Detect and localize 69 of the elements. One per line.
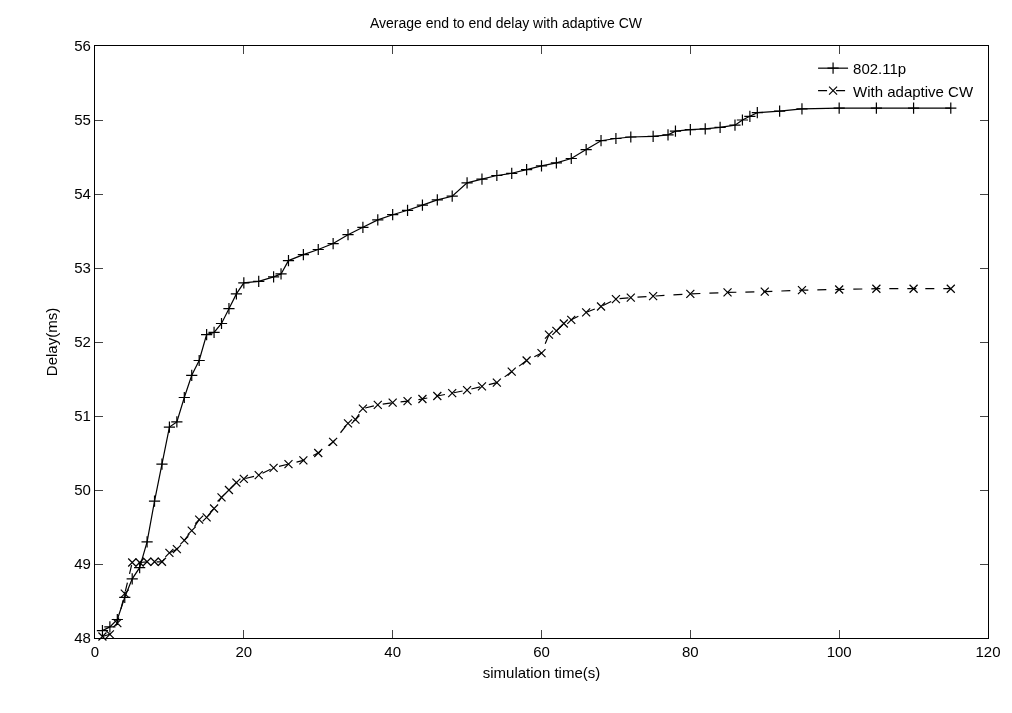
x-tick-label: 20 [235,643,253,661]
x-tick-label: 60 [533,643,550,661]
point [477,381,487,391]
point [447,388,457,398]
point [536,348,547,358]
point [254,470,264,480]
point [231,478,241,488]
point [269,463,279,473]
chart-title: Average end to end delay with adaptive CW [369,14,643,31]
point [172,544,182,554]
point [239,474,249,484]
point [373,400,383,410]
x-tick-label: 100 [826,643,852,661]
point [834,284,844,295]
point [209,503,219,514]
point [908,284,919,294]
point [522,355,532,366]
point [581,307,591,317]
point [350,415,361,425]
point [187,526,197,536]
point [760,287,770,297]
y-tick-label: 55 [74,111,91,129]
point [648,291,658,301]
y-axis-title: Delay(ms) [43,307,61,377]
x-tick-label: 0 [90,643,100,661]
point [402,396,413,406]
point [298,455,308,465]
point [507,367,517,377]
point [224,485,234,495]
point [871,284,881,294]
y-tick-label: 53 [74,259,91,277]
point [566,315,576,325]
point [611,294,621,304]
point [432,391,442,401]
point [216,492,227,502]
x-tick-label: 120 [975,643,1001,661]
y-tick-label: 56 [74,37,91,55]
y-tick-label: 48 [74,629,91,647]
point [946,284,956,294]
point [559,318,569,329]
x-tick-label: 40 [384,643,402,661]
point [358,404,368,414]
point [343,418,353,428]
point [417,394,428,404]
point [164,548,175,558]
point [626,293,636,303]
y-tick-label: 52 [74,333,91,351]
point [179,535,189,545]
legend-label: With adaptive CW [853,82,974,100]
x-axis-title: simulation time(s) [482,664,601,682]
point [112,618,122,628]
point [462,385,472,395]
point [722,287,733,298]
point [685,289,695,299]
legend-label: 802.11p [853,60,907,78]
point [388,398,398,408]
y-tick-label: 54 [74,185,91,203]
point [328,437,338,447]
point [596,301,606,312]
point [544,330,554,340]
y-tick-label: 51 [74,407,91,425]
point [283,459,294,469]
x-tick-label: 80 [681,643,699,661]
point [313,448,323,458]
point [551,326,561,336]
point [492,378,502,388]
point [797,285,807,295]
y-tick-label: 50 [74,481,91,499]
y-tick-label: 49 [74,555,91,573]
